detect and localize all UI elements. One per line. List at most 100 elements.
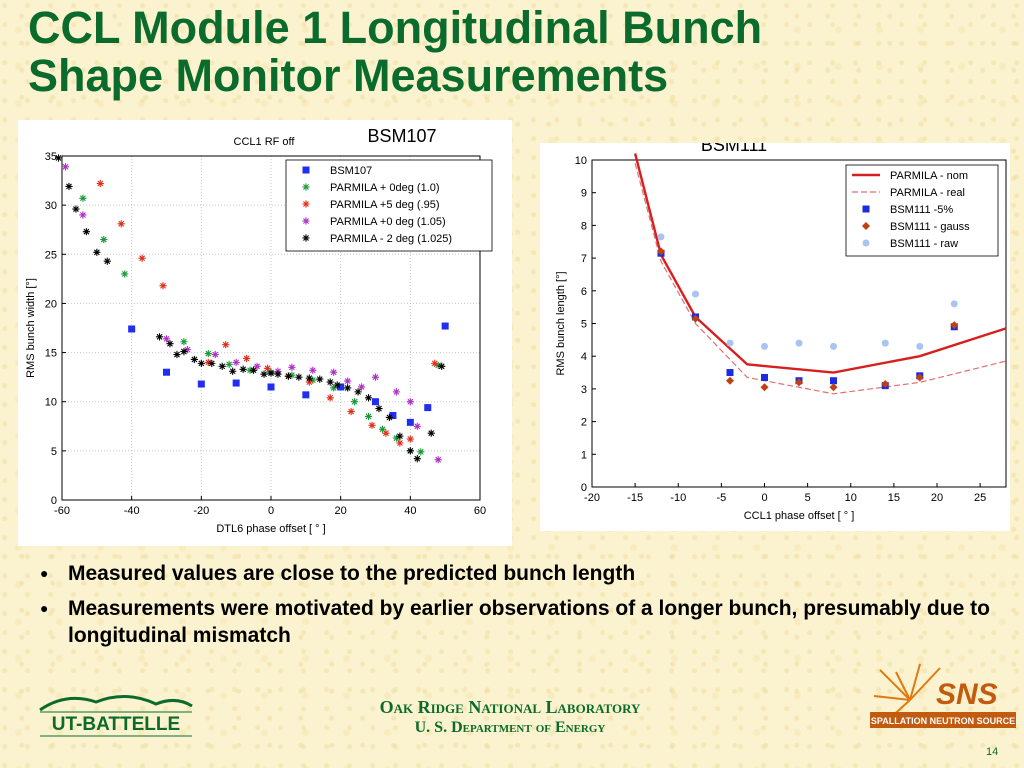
data-point <box>424 404 432 412</box>
data-point <box>316 375 324 383</box>
sns-logo: SNS SPALLATION NEUTRON SOURCE <box>860 660 1020 745</box>
legend-box <box>845 164 999 257</box>
x-tick-label: 10 <box>845 492 857 504</box>
data-point <box>761 342 768 350</box>
data-point <box>333 381 341 389</box>
data-point <box>295 373 303 381</box>
data-point <box>406 418 414 426</box>
data-point <box>288 371 296 379</box>
data-point <box>93 248 101 256</box>
y-tick-label: 2 <box>581 417 587 429</box>
data-point <box>431 359 439 367</box>
data-point <box>128 325 136 333</box>
data-point <box>239 365 247 373</box>
chart-title: BSM111 <box>701 143 767 155</box>
data-point <box>385 413 394 422</box>
data-point <box>305 378 313 386</box>
page-number: 14 <box>986 746 999 758</box>
data-point <box>103 257 111 265</box>
footer-lab: Oak Ridge National Laboratory U. S. Depa… <box>300 696 720 738</box>
y-tick-label: 35 <box>45 151 57 163</box>
data-point <box>267 383 275 391</box>
data-point <box>79 211 87 219</box>
chart-bsm111-svg: -20 -15 -10 -5 0 5 10 15 20 25 0 1 2 3 4 5 6 7 8 9 10 CCL1 ph… <box>555 143 1007 522</box>
data-point <box>330 384 338 392</box>
legend-label: PARMILA +5 deg (.95) <box>330 199 440 211</box>
sns-logo-text: SNS <box>936 678 998 711</box>
data-point <box>79 194 87 202</box>
bullet-list: ● Measured values are close to the predi… <box>40 560 1000 657</box>
chart-bsm107: -60 -40 -20 0 20 40 60 0 5 10 15 20 25 30 35 DTL6 phase… <box>18 120 512 546</box>
data-point <box>243 354 251 363</box>
legend-label: PARMILA - nom <box>890 170 968 182</box>
data-point <box>372 398 379 406</box>
data-point <box>155 333 164 341</box>
data-point <box>950 300 958 308</box>
data-point <box>427 429 435 437</box>
legend-label: BSM111 - gauss <box>890 221 970 233</box>
data-point <box>396 439 404 447</box>
data-point <box>117 220 125 228</box>
legend-label: PARMILA + 0deg (1.0) <box>330 182 440 194</box>
y-tick-label: 5 <box>581 319 587 331</box>
data-point <box>950 321 959 330</box>
series-group <box>633 153 1007 395</box>
data-point <box>406 435 414 443</box>
data-point <box>761 373 768 381</box>
y-tick-label: 6 <box>581 286 587 298</box>
data-point <box>166 340 174 348</box>
legend-swatch <box>302 166 310 174</box>
x-tick-label: 40 <box>404 505 416 517</box>
bullet-text: Measurements were motivated by earlier o… <box>68 597 990 647</box>
data-point <box>232 358 240 366</box>
data-point <box>267 369 275 377</box>
data-point <box>726 376 734 385</box>
x-tick-label: 25 <box>974 492 986 504</box>
data-point <box>162 335 171 343</box>
x-tick-label: 15 <box>888 492 900 504</box>
data-point <box>274 370 282 378</box>
data-point <box>204 349 212 358</box>
data-point <box>159 282 167 290</box>
slide-title: CCL Module 1 Longitudinal Bunch Shape Mo… <box>28 4 988 100</box>
y-tick-label: 0 <box>51 495 57 507</box>
sns-logo-subtext: SPALLATION NEUTRON SOURCE <box>871 716 1015 726</box>
x-tick-label: 0 <box>268 505 274 517</box>
legend-swatch <box>302 200 310 208</box>
data-point <box>691 314 700 323</box>
data-point <box>54 154 63 162</box>
series-group <box>54 154 449 464</box>
data-point <box>438 362 446 370</box>
data-point <box>211 350 219 359</box>
data-point <box>726 339 734 347</box>
title-line-1: CCL Module 1 Longitudinal Bunch <box>28 2 763 53</box>
x-tick-label: -20 <box>584 492 600 504</box>
data-point <box>337 383 345 391</box>
data-point <box>413 422 421 430</box>
data-point <box>263 364 272 372</box>
data-point <box>180 347 188 356</box>
y-tick-label: 8 <box>581 220 587 232</box>
data-point <box>396 432 404 440</box>
bullet-text: Measured values are close to the predict… <box>68 562 636 585</box>
data-point <box>218 362 226 370</box>
bullet-item: ● Measurements were motivated by earlier… <box>40 595 1000 649</box>
y-axis-label: RMS bunch length [°] <box>555 271 567 375</box>
title-line-2: Shape Monitor Measurements <box>28 50 669 101</box>
y-tick-label: 4 <box>581 351 587 363</box>
data-point <box>364 412 373 421</box>
y-tick-label: 5 <box>51 446 57 458</box>
x-tick-label: -40 <box>124 505 140 517</box>
data-point <box>190 355 198 364</box>
data-point <box>354 388 362 396</box>
data-point <box>180 338 188 346</box>
footer-line-2: U. S. Department of Energy <box>414 719 606 736</box>
data-point <box>881 339 889 347</box>
data-point <box>138 254 146 262</box>
legend-swatch <box>862 239 870 247</box>
x-axis-label: DTL6 phase offset [ ° ] <box>216 523 325 535</box>
data-point <box>305 374 313 382</box>
x-tick-label: 5 <box>805 492 811 504</box>
data-point <box>204 358 212 366</box>
legend-box <box>285 159 493 252</box>
